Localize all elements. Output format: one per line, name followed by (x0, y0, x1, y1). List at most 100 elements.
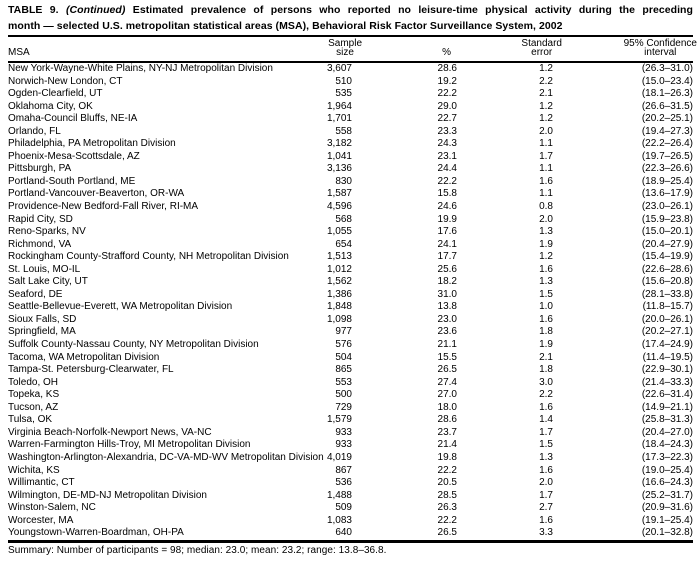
table-row: Winston-Salem, NC 509 26.3 2.7 (20.9–31.… (8, 502, 693, 515)
confidence-interval-cell: (18.9–25.4) (641, 175, 693, 187)
msa-cell: Seaford, DE (8, 288, 63, 300)
sample-size-cell: 510 (335, 75, 352, 87)
standard-error-cell: 1.8 (539, 326, 553, 338)
confidence-interval-cell: (19.4–27.3) (641, 125, 693, 137)
table-row: Norwich-New London, CT 510 19.2 2.2 (15.… (8, 76, 693, 89)
table-row: Omaha-Council Bluffs, NE-IA 1,701 22.7 1… (8, 113, 693, 126)
standard-error-cell: 3.3 (539, 527, 553, 539)
confidence-interval-cell: (15.6–20.8) (641, 276, 693, 288)
percent-cell: 28.5 (437, 489, 457, 501)
confidence-interval-cell: (11.8–15.7) (642, 301, 693, 313)
table-row: Salt Lake City, UT 1,562 18.2 1.3 (15.6–… (8, 276, 693, 289)
table-row: Suffolk County-Nassau County, NY Metropo… (8, 339, 693, 352)
summary-line: Summary: Number of participants = 98; me… (8, 544, 387, 556)
table-title-line2: month — selected U.S. metropolitan stati… (8, 19, 563, 32)
table-row: Rapid City, SD 568 19.9 2.0 (15.9–23.8) (8, 214, 693, 227)
percent-cell: 26.5 (437, 364, 457, 376)
standard-error-cell: 1.3 (539, 451, 553, 463)
confidence-interval-cell: (19.0–25.4) (641, 464, 693, 476)
table-row: Providence-New Bedford-Fall River, RI-MA… (8, 201, 693, 214)
table-row: Topeka, KS 500 27.0 2.2 (22.6–31.4) (8, 389, 693, 402)
msa-cell: Providence-New Bedford-Fall River, RI-MA (8, 201, 199, 213)
percent-cell: 24.6 (437, 201, 457, 213)
sample-size-cell: 830 (335, 175, 352, 187)
standard-error-cell: 1.1 (539, 163, 553, 175)
sample-size-cell: 1,848 (326, 301, 352, 313)
standard-error-cell: 2.7 (539, 502, 553, 514)
msa-cell: St. Louis, MO-IL (8, 263, 81, 275)
confidence-interval-cell: (22.6–31.4) (641, 389, 693, 401)
msa-cell: Phoenix-Mesa-Scottsdale, AZ (8, 150, 140, 162)
msa-cell: Tucson, AZ (8, 401, 59, 413)
confidence-interval-cell: (17.3–22.3) (641, 451, 693, 463)
confidence-interval-cell: (22.2–26.4) (641, 138, 693, 150)
msa-cell: Wilmington, DE-MD-NJ Metropolitan Divisi… (8, 489, 207, 501)
confidence-interval-cell: (20.2–25.1) (641, 113, 693, 125)
standard-error-cell: 1.3 (539, 226, 553, 238)
sample-size-cell: 536 (335, 477, 352, 489)
sample-size-cell: 1,964 (326, 100, 352, 112)
table-row: Seaford, DE 1,386 31.0 1.5 (28.1–33.8) (8, 289, 693, 302)
percent-cell: 18.2 (437, 276, 457, 288)
percent-cell: 27.4 (437, 376, 457, 388)
standard-error-cell: 1.6 (539, 313, 553, 325)
standard-error-cell: 2.1 (539, 351, 553, 363)
msa-cell: Salt Lake City, UT (8, 276, 88, 288)
msa-cell: Rapid City, SD (8, 213, 73, 225)
percent-cell: 22.7 (437, 113, 457, 125)
sample-size-cell: 977 (335, 326, 352, 338)
sample-size-cell: 654 (335, 238, 352, 250)
standard-error-cell: 2.2 (539, 389, 553, 401)
standard-error-cell: 1.8 (539, 364, 553, 376)
table-row: Tucson, AZ 729 18.0 1.6 (14.9–21.1) (8, 402, 693, 415)
standard-error-cell: 1.4 (539, 414, 553, 426)
table-row: Toledo, OH 553 27.4 3.0 (21.4–33.3) (8, 377, 693, 390)
percent-cell: 15.5 (437, 351, 457, 363)
table-row: Tulsa, OK 1,579 28.6 1.4 (25.8–31.3) (8, 414, 693, 427)
table-bottom-rule (8, 539, 693, 543)
percent-cell: 26.3 (437, 502, 457, 514)
percent-cell: 31.0 (437, 288, 457, 300)
standard-error-cell: 1.6 (539, 263, 553, 275)
confidence-interval-cell: (13.6–17.9) (641, 188, 693, 200)
standard-error-cell: 1.2 (539, 251, 553, 263)
sample-size-cell: 865 (335, 364, 352, 376)
confidence-interval-cell: (26.6–31.5) (641, 100, 693, 112)
standard-error-cell: 1.7 (539, 489, 553, 501)
confidence-interval-cell: (20.9–31.6) (641, 502, 693, 514)
msa-cell: Youngstown-Warren-Boardman, OH-PA (8, 527, 184, 539)
table-row: Warren-Farmington Hills-Troy, MI Metropo… (8, 439, 693, 452)
percent-cell: 23.6 (437, 326, 457, 338)
sample-size-cell: 500 (335, 389, 352, 401)
table-row: Phoenix-Mesa-Scottsdale, AZ 1,041 23.1 1… (8, 151, 693, 164)
confidence-interval-cell: (20.4–27.0) (641, 426, 693, 438)
msa-cell: Reno-Sparks, NV (8, 226, 86, 238)
sample-size-cell: 576 (335, 339, 352, 351)
table-row: Tacoma, WA Metropolitan Division 504 15.… (8, 352, 693, 365)
msa-cell: Toledo, OH (8, 376, 59, 388)
percent-cell: 17.7 (437, 251, 457, 263)
confidence-interval-cell: (15.0–23.4) (641, 75, 693, 87)
standard-error-cell: 1.5 (539, 288, 553, 300)
percent-cell: 21.1 (437, 339, 457, 351)
sample-size-cell: 1,513 (326, 251, 352, 263)
msa-cell: Orlando, FL (8, 125, 61, 137)
table-row: Richmond, VA 654 24.1 1.9 (20.4–27.9) (8, 239, 693, 252)
msa-cell: Wichita, KS (8, 464, 60, 476)
percent-cell: 24.3 (437, 138, 457, 150)
confidence-interval-cell: (15.0–20.1) (641, 226, 693, 238)
column-header-sample-size: Sample size (328, 38, 362, 58)
sample-size-cell: 1,579 (326, 414, 352, 426)
msa-cell: Norwich-New London, CT (8, 75, 123, 87)
msa-cell: Topeka, KS (8, 389, 60, 401)
table-row: Tampa-St. Petersburg-Clearwater, FL 865 … (8, 364, 693, 377)
table-number: TABLE 9. (8, 4, 59, 16)
percent-cell: 25.6 (437, 263, 457, 275)
sample-size-cell: 640 (335, 527, 352, 539)
msa-cell: Omaha-Council Bluffs, NE-IA (8, 113, 138, 125)
header-divider-rule (8, 60, 693, 63)
percent-cell: 24.4 (437, 163, 457, 175)
table-row: Orlando, FL 558 23.3 2.0 (19.4–27.3) (8, 126, 693, 139)
table-row: Reno-Sparks, NV 1,055 17.6 1.3 (15.0–20.… (8, 226, 693, 239)
percent-cell: 17.6 (437, 226, 457, 238)
